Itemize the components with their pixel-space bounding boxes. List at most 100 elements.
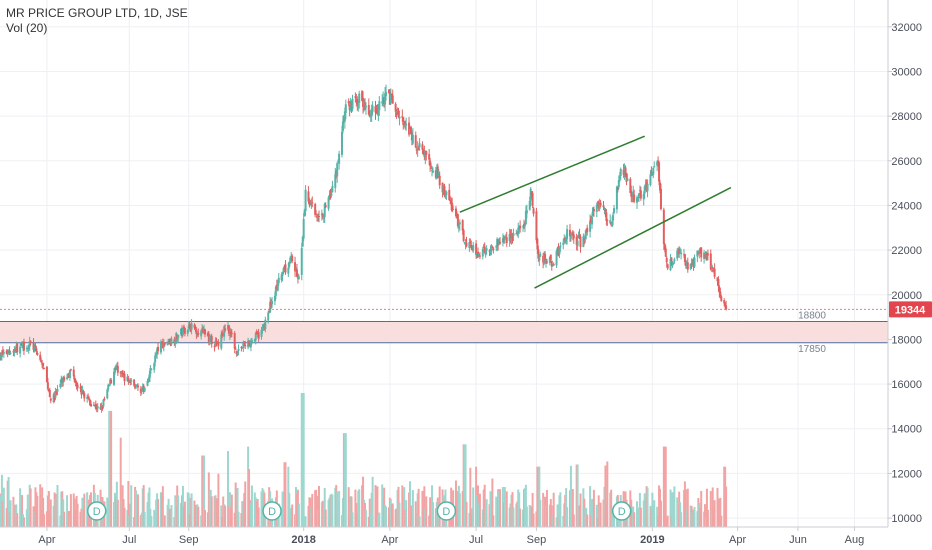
candle-body xyxy=(127,378,130,382)
volume-bar xyxy=(706,509,709,527)
candlesticks[interactable] xyxy=(0,84,728,413)
candle-body xyxy=(615,186,618,210)
candle-body xyxy=(390,93,393,96)
volume-bar xyxy=(693,507,696,527)
candle-body xyxy=(160,341,163,344)
candle-body xyxy=(16,343,19,353)
volume-bar xyxy=(606,461,609,527)
candle-body xyxy=(680,252,683,255)
volume-bar xyxy=(21,495,24,527)
candle-body xyxy=(260,329,263,337)
candle-body xyxy=(665,257,668,263)
candle-body xyxy=(584,234,587,240)
volume-bar xyxy=(633,512,636,527)
volume-bar xyxy=(525,506,528,527)
candle-body xyxy=(515,233,518,235)
candle-body xyxy=(217,343,220,347)
candle-body xyxy=(452,209,455,211)
candle-body xyxy=(243,343,246,345)
candle-body xyxy=(428,154,431,160)
candle-body xyxy=(244,344,247,347)
volume-bar xyxy=(197,506,200,527)
candle-body xyxy=(613,208,616,213)
candle-body xyxy=(22,341,25,351)
volume-bar xyxy=(680,512,683,527)
candle-body xyxy=(591,216,593,225)
candle-body xyxy=(269,301,272,313)
candle-body xyxy=(338,153,341,164)
candle-body xyxy=(666,264,669,269)
candle-body xyxy=(357,104,360,106)
candle-body xyxy=(200,330,203,337)
candle-body xyxy=(331,186,334,193)
candle-body xyxy=(409,126,412,134)
candle-body xyxy=(89,400,92,406)
candle-body xyxy=(233,333,236,349)
candle-body xyxy=(562,242,565,245)
candle-body xyxy=(154,355,157,363)
trend-channel[interactable] xyxy=(459,135,732,289)
y-tick-label: 10000 xyxy=(891,513,922,525)
dividend-marker xyxy=(611,501,632,521)
candle-body xyxy=(636,197,639,203)
volume-bar xyxy=(170,504,173,527)
candle-body xyxy=(670,257,673,261)
candle-body xyxy=(193,324,196,328)
candle-body xyxy=(129,380,132,383)
volume-bar xyxy=(659,500,662,527)
volume-bar xyxy=(22,517,25,527)
level-label: 18800 xyxy=(798,311,826,322)
candle-body xyxy=(39,354,42,360)
candle-body xyxy=(280,274,283,281)
volume-bar xyxy=(304,516,307,527)
volume-bar xyxy=(203,455,206,527)
candle-body xyxy=(371,105,374,112)
candle-body xyxy=(663,244,666,250)
volume-bar xyxy=(350,496,353,527)
candle-body xyxy=(606,219,609,221)
candle-body xyxy=(398,116,401,119)
candle-body xyxy=(658,162,661,182)
volume-bar xyxy=(418,516,421,527)
volume-bar xyxy=(571,489,574,527)
symbol-title[interactable]: MR PRICE GROUP LTD, 1D, JSE xyxy=(6,6,188,20)
candle-body xyxy=(327,197,330,209)
support-zone[interactable]: 18800 17850 xyxy=(0,308,888,355)
candle-body xyxy=(445,191,448,196)
candle-body xyxy=(341,121,344,131)
candle-body xyxy=(163,342,166,345)
candle-body xyxy=(336,163,339,177)
candle-body xyxy=(389,93,392,104)
volume-indicator-label[interactable]: Vol (20) xyxy=(6,21,48,35)
candle-body xyxy=(34,345,37,348)
candle-body xyxy=(271,301,274,305)
candle-body xyxy=(236,352,239,356)
candle-body xyxy=(68,370,71,378)
candle-body xyxy=(630,190,633,197)
volume-bar xyxy=(455,491,458,527)
candle-body xyxy=(29,341,32,343)
candle-body xyxy=(704,255,707,257)
candle-body xyxy=(370,108,373,117)
candle-body xyxy=(609,220,612,223)
x-tick-label: Jul xyxy=(469,534,483,546)
volume-bar xyxy=(538,466,541,527)
volume-bar xyxy=(552,492,555,527)
volume-bar xyxy=(591,498,593,527)
candle-body xyxy=(135,387,138,389)
candle-body xyxy=(310,202,313,207)
candle-body xyxy=(678,248,681,254)
candle-body xyxy=(133,379,136,386)
volume-bar xyxy=(566,507,569,527)
candle-body xyxy=(405,123,408,126)
candle-body xyxy=(704,251,707,255)
candle-body xyxy=(343,111,346,122)
candle-body xyxy=(625,174,628,182)
candle-body xyxy=(95,407,98,410)
candle-body xyxy=(301,236,304,247)
candle-body xyxy=(43,368,46,370)
candle-body xyxy=(358,93,361,104)
dividend-marker xyxy=(87,501,107,521)
